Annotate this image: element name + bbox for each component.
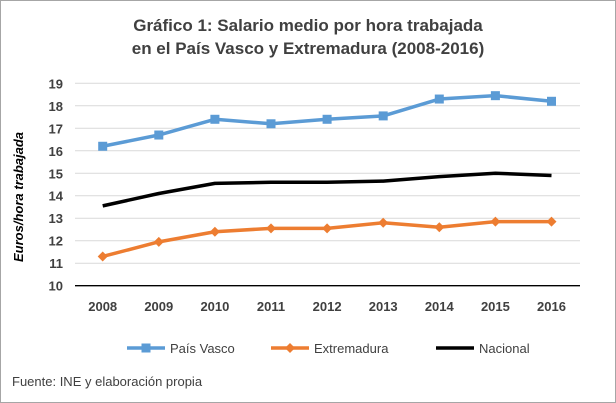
x-tick-label: 2013 (369, 299, 398, 314)
x-tick-label: 2015 (481, 299, 510, 314)
y-tick-label: 18 (49, 99, 63, 114)
y-tick-label: 19 (49, 76, 63, 91)
x-tick-label: 2010 (200, 299, 229, 314)
data-point (546, 216, 557, 227)
data-point (547, 96, 556, 106)
y-tick-label: 16 (49, 144, 63, 159)
data-point (434, 94, 444, 104)
data-point (266, 223, 276, 234)
y-tick-label: 15 (49, 166, 63, 181)
y-tick-label: 11 (49, 256, 63, 271)
chart-title-line-1: Gráfico 1: Salario medio por hora trabaj… (133, 16, 483, 35)
x-tick-label: 2016 (537, 299, 566, 314)
x-tick-label: 2009 (144, 299, 173, 314)
source-note: Fuente: INE y elaboración propia (12, 374, 203, 389)
data-point (490, 216, 501, 227)
y-tick-label: 12 (49, 234, 63, 249)
data-point (98, 141, 108, 151)
series-line-nacional (102, 171, 552, 208)
data-point (322, 114, 332, 124)
data-point (154, 130, 164, 140)
data-point (153, 236, 164, 247)
legend-label: País Vasco (170, 341, 235, 356)
y-tick-label: 10 (49, 279, 63, 294)
x-tick-label: 2012 (313, 299, 342, 314)
x-tick-label: 2008 (88, 299, 117, 314)
data-point (266, 119, 276, 129)
legend-label: Nacional (479, 341, 530, 356)
data-point (209, 226, 220, 237)
x-tick-label: 2014 (425, 299, 455, 314)
data-point (97, 251, 108, 262)
y-tick-label: 13 (49, 211, 63, 226)
legend-label: Extremadura (314, 341, 389, 356)
data-point (378, 111, 388, 121)
data-point (210, 114, 220, 124)
x-tick-label: 2011 (257, 299, 285, 314)
y-tick-label: 14 (49, 189, 64, 204)
data-point (378, 217, 389, 228)
data-point (322, 223, 333, 234)
legend-marker (141, 343, 151, 353)
legend-marker (285, 343, 295, 353)
data-point (434, 222, 445, 233)
data-point (490, 91, 500, 101)
chart-title-line-2: en el País Vasco y Extremadura (2008-201… (131, 39, 485, 58)
y-tick-label: 17 (49, 121, 63, 136)
